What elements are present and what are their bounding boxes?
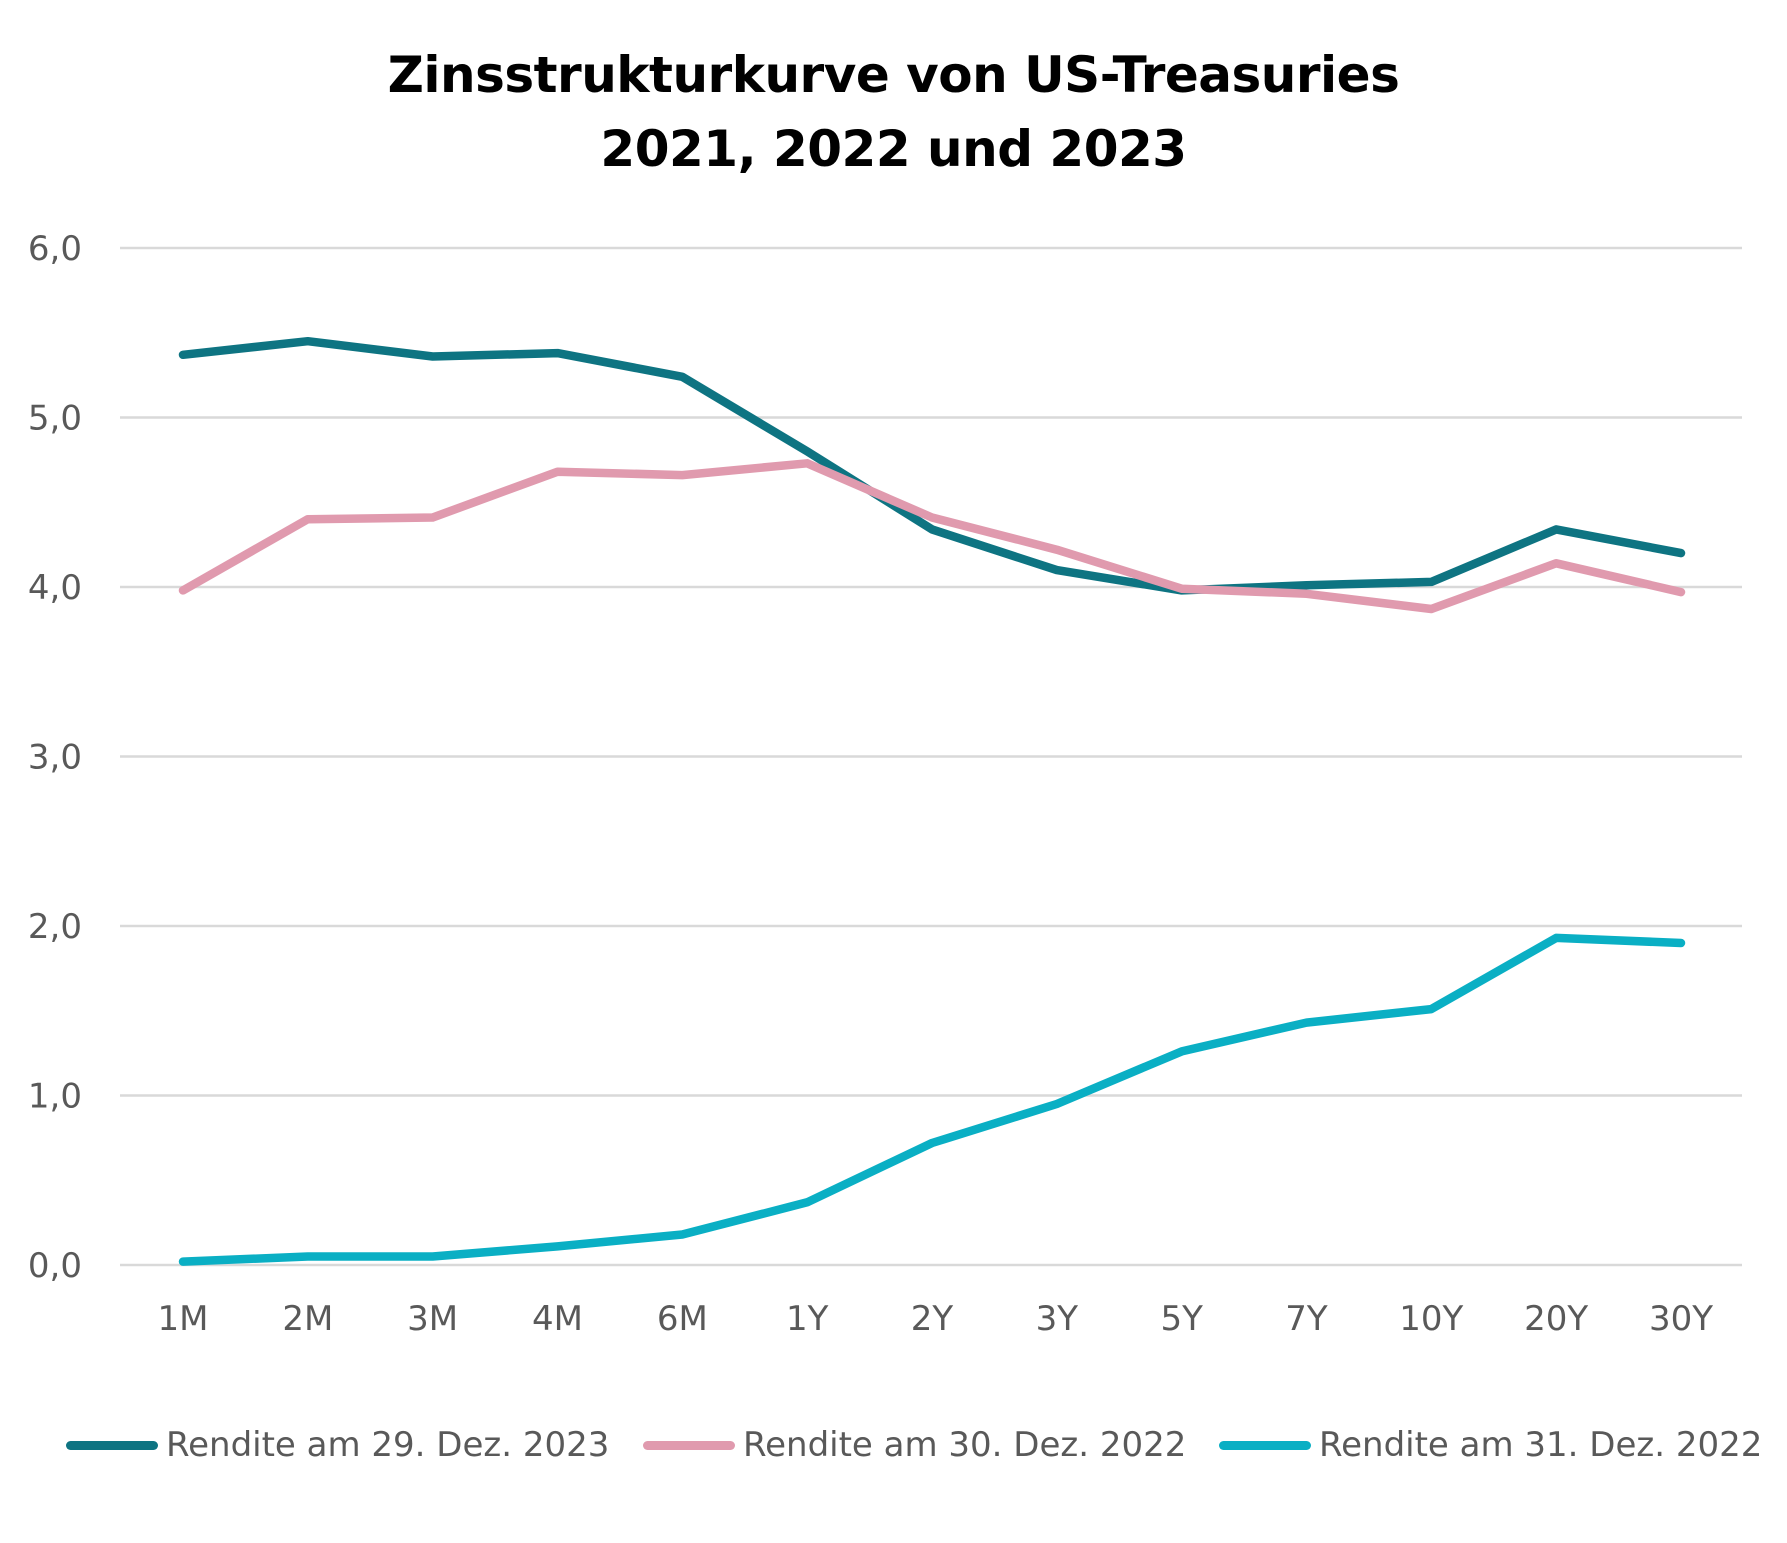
legend-label-1: Rendite am 29. Dez. 2023 — [166, 1425, 610, 1465]
x-tick-label: 4M — [532, 1299, 583, 1339]
legend-item-1: Rendite am 29. Dez. 2023 — [66, 1422, 609, 1468]
legend-item-2: Rendite am 30. Dez. 2022 — [643, 1422, 1186, 1468]
chart-title-line-2: 2021, 2022 und 2023 — [600, 120, 1187, 178]
x-tick-label: 2Y — [911, 1299, 954, 1339]
x-tick-label: 30Y — [1649, 1299, 1713, 1339]
x-tick-label: 10Y — [1399, 1299, 1463, 1339]
y-tick-label: 0,0 — [28, 1246, 82, 1286]
legend-label-3: Rendite am 31. Dez. 2022 — [1319, 1425, 1763, 1465]
legend-label-2: Rendite am 30. Dez. 2022 — [743, 1425, 1187, 1465]
chart-title-line-1: Zinsstrukturkurve von US-Treasuries — [387, 46, 1400, 104]
legend-item-3: Rendite am 31. Dez. 2022 — [1219, 1422, 1762, 1468]
x-tick-label: 3Y — [1036, 1299, 1079, 1339]
y-tick-label: 6,0 — [28, 229, 82, 269]
series-line-2 — [178, 459, 1686, 614]
x-tick-label: 7Y — [1285, 1299, 1328, 1339]
y-tick-label: 2,0 — [28, 907, 82, 947]
x-tick-label: 6M — [657, 1299, 708, 1339]
legend-swatch-1 — [66, 1440, 158, 1450]
y-tick-label: 5,0 — [28, 399, 82, 439]
series-line-1 — [178, 336, 1686, 595]
x-tick-label: 1M — [158, 1299, 209, 1339]
series-lines — [178, 336, 1686, 1266]
y-tick-label: 4,0 — [28, 568, 82, 608]
y-tick-label: 3,0 — [28, 738, 82, 778]
x-axis-ticks: 1M 2M 3M 4M 6M 1Y 2Y 3Y 5Y 7Y 10Y 20Y 30Y — [158, 1299, 1714, 1339]
gridlines — [120, 246, 1742, 1267]
x-tick-label: 5Y — [1160, 1299, 1203, 1339]
chart-title: Zinsstrukturkurve von US-Treasuries 2021… — [0, 38, 1787, 186]
y-tick-label: 1,0 — [28, 1077, 82, 1117]
x-tick-label: 2M — [282, 1299, 333, 1339]
x-tick-label: 20Y — [1524, 1299, 1588, 1339]
x-tick-label: 3M — [407, 1299, 458, 1339]
y-axis-ticks: 0,0 1,0 2,0 3,0 4,0 5,0 6,0 — [28, 229, 82, 1286]
x-tick-label: 1Y — [786, 1299, 829, 1339]
legend-swatch-2 — [643, 1440, 735, 1450]
series-line-3 — [178, 933, 1686, 1266]
legend-swatch-3 — [1219, 1440, 1311, 1450]
